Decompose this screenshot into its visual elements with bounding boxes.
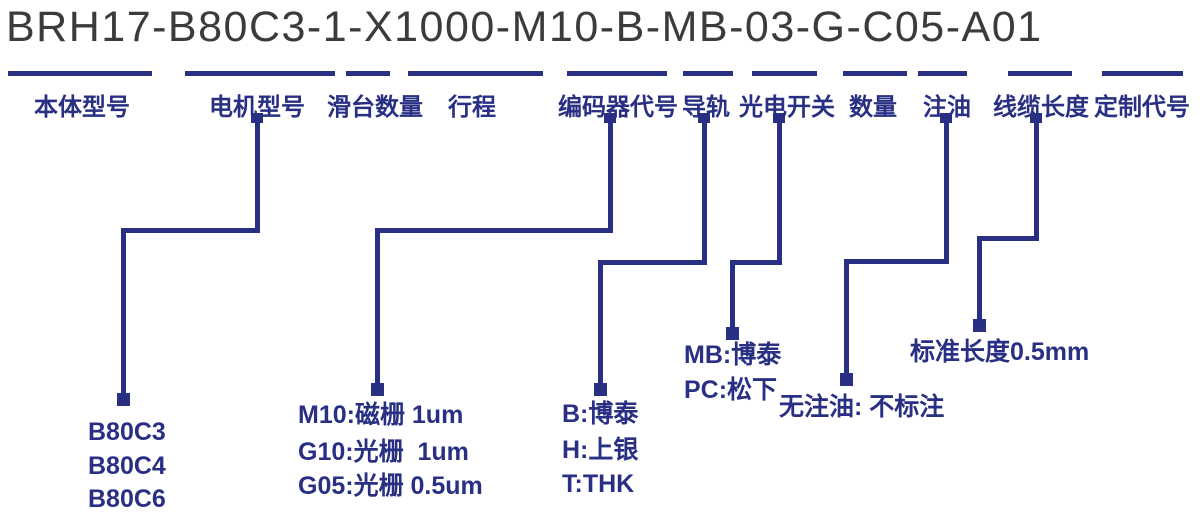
underline-guide-rail bbox=[683, 71, 733, 76]
underline-encoder-code bbox=[567, 71, 667, 76]
callout-motor-item: B80C3 bbox=[88, 418, 166, 446]
callout-cable-length-note: 标准长度0.5mm bbox=[910, 338, 1090, 366]
segment-label-custom-code: 定制代号 bbox=[1094, 94, 1190, 121]
callout-encoder-item: G10:光栅 1um bbox=[298, 438, 469, 466]
underline-slider-count bbox=[346, 71, 390, 76]
callout-photo-switch-item: PC:松下 bbox=[684, 376, 778, 404]
underline-body-model bbox=[8, 71, 152, 76]
callout-motor-item: B80C6 bbox=[88, 485, 166, 513]
segment-label-slider-count: 滑台数量 bbox=[327, 94, 423, 121]
segment-label-photo-switch: 光电开关 bbox=[739, 94, 835, 121]
callout-motor-item: B80C4 bbox=[88, 452, 166, 480]
underline-quantity bbox=[843, 71, 907, 76]
callout-photo-switch-item: MB:博泰 bbox=[684, 341, 782, 369]
underline-stroke bbox=[408, 71, 543, 76]
callout-encoder-item: G05:光栅 0.5um bbox=[298, 472, 483, 500]
underline-custom-code bbox=[1102, 71, 1183, 76]
segment-label-stroke: 行程 bbox=[448, 94, 496, 121]
underline-motor-model bbox=[185, 71, 335, 76]
underline-photo-switch bbox=[752, 71, 817, 76]
callout-rail-item: H:上银 bbox=[562, 436, 639, 464]
callout-rail-item: T:THK bbox=[562, 470, 635, 498]
segment-label-quantity: 数量 bbox=[849, 94, 897, 121]
segment-label-encoder-code: 编码器代号 bbox=[558, 94, 678, 121]
callout-rail-item: B:博泰 bbox=[562, 400, 639, 428]
underline-oiling bbox=[918, 71, 967, 76]
segment-label-body-model: 本体型号 bbox=[34, 94, 130, 121]
callout-encoder-item: M10:磁栅 1um bbox=[298, 401, 464, 429]
callout-oiling-note: 无注油: 不标注 bbox=[779, 393, 945, 421]
model-code-title: BRH17-B80C3-1-X1000-M10-B-MB-03-G-C05-A0… bbox=[6, 3, 1043, 51]
underline-cable-length bbox=[1008, 71, 1072, 76]
